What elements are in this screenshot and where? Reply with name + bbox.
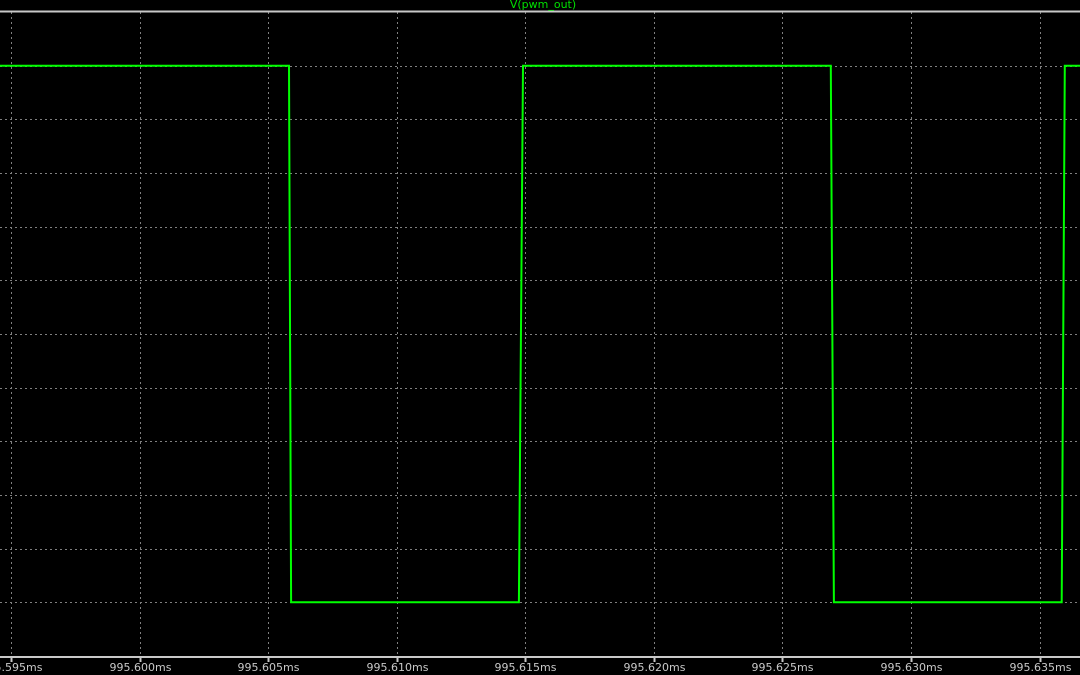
x-tick-label: 995.600ms — [110, 661, 172, 674]
x-tick-label: 995.595ms — [0, 661, 43, 674]
x-tick-label: 995.625ms — [752, 661, 814, 674]
x-tick-label: 995.615ms — [495, 661, 557, 674]
x-tick-label: 995.605ms — [238, 661, 300, 674]
trace-pwm-out — [0, 64, 1080, 604]
x-tick-label: 995.610ms — [367, 661, 429, 674]
trace-label[interactable]: V(pwm_out) — [510, 0, 576, 11]
traces — [0, 64, 1080, 604]
x-tick-label: 995.620ms — [624, 661, 686, 674]
x-ticks: 995.595ms 995.600ms 995.605ms 995.610ms 995.… — [0, 656, 1072, 674]
x-tick-label: 995.635ms — [1010, 661, 1072, 674]
x-tick-label: 995.630ms — [881, 661, 943, 674]
